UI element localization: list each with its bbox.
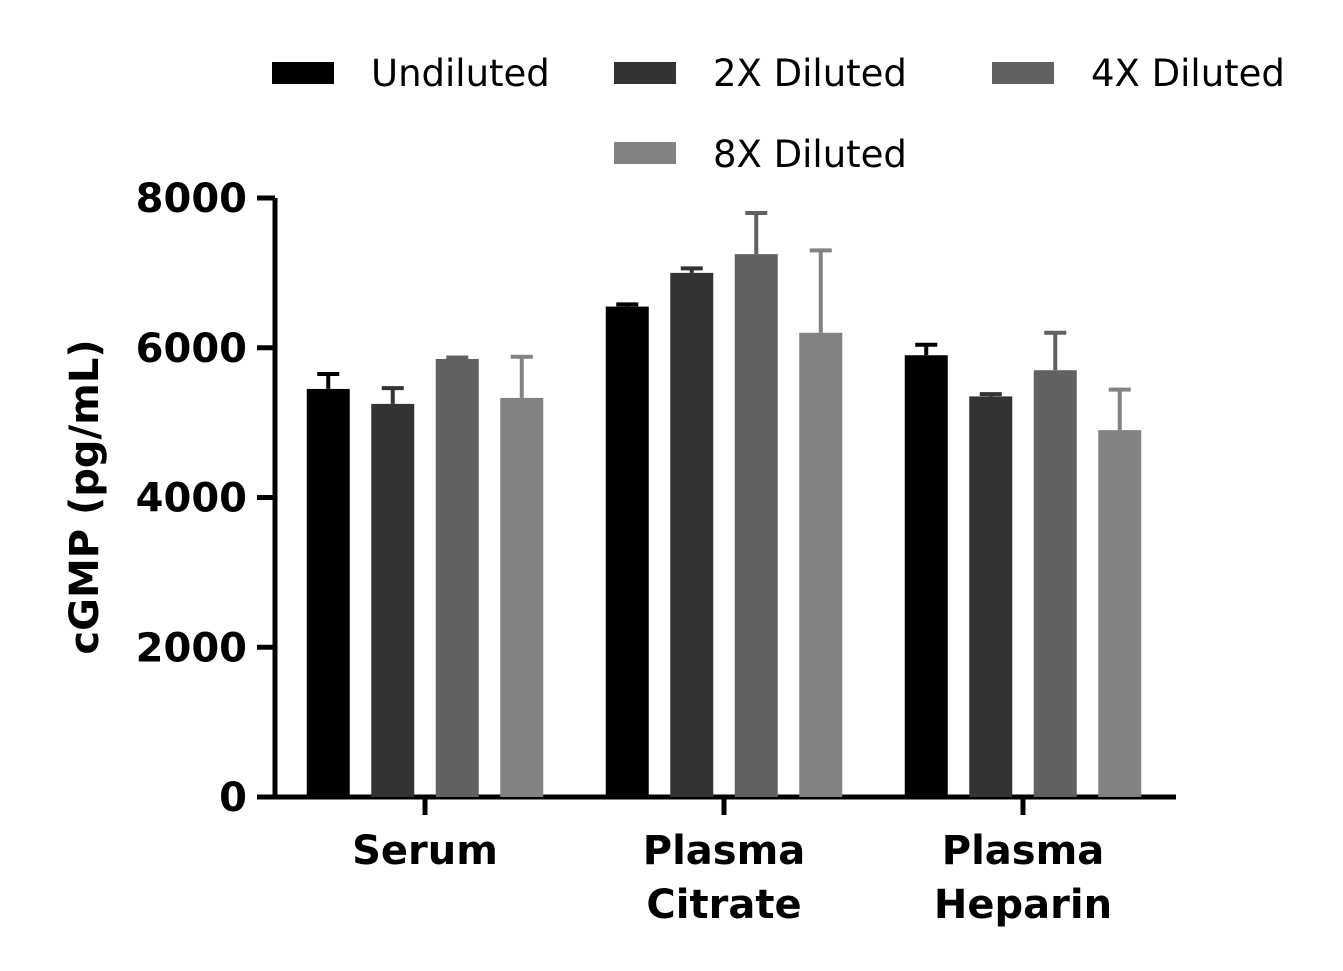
y-tick-label: 8000 (136, 176, 247, 222)
bar (1033, 370, 1077, 797)
legend: Undiluted 2X Diluted 4X Diluted 8X Diluted (272, 52, 1285, 176)
legend-swatch (614, 62, 676, 84)
legend-swatch (992, 62, 1054, 84)
y-tick-label: 4000 (136, 476, 247, 522)
bar (605, 306, 649, 797)
bar (734, 254, 778, 797)
y-axis: 0 2000 4000 6000 8000 (136, 176, 278, 821)
y-tick-label: 2000 (136, 625, 247, 671)
bar (306, 388, 350, 797)
bar (1098, 430, 1142, 797)
legend-label: 2X Diluted (713, 52, 907, 95)
legend-label: 8X Diluted (713, 133, 907, 176)
bar (500, 397, 544, 797)
x-tick-label: Plasma (942, 828, 1105, 874)
legend-swatch (272, 62, 334, 84)
x-tick-label: Heparin (934, 882, 1112, 928)
y-tick-label: 0 (219, 775, 247, 821)
bar (371, 403, 415, 797)
bar (969, 396, 1013, 797)
x-axis: Serum Plasma Citrate Plasma Heparin (257, 794, 1176, 928)
legend-label: 4X Diluted (1091, 52, 1285, 95)
bar (799, 332, 843, 797)
x-tick-label: Plasma (643, 828, 806, 874)
bar (904, 355, 948, 797)
legend-label: Undiluted (371, 52, 550, 95)
x-tick-label: Serum (352, 828, 498, 874)
bars (306, 210, 1142, 797)
y-axis-title: cGMP (pg/mL) (62, 339, 108, 654)
y-tick-label: 6000 (136, 326, 247, 372)
legend-swatch (614, 142, 676, 164)
bar (670, 272, 714, 797)
bar (435, 358, 479, 797)
x-tick-label: Citrate (646, 882, 801, 928)
